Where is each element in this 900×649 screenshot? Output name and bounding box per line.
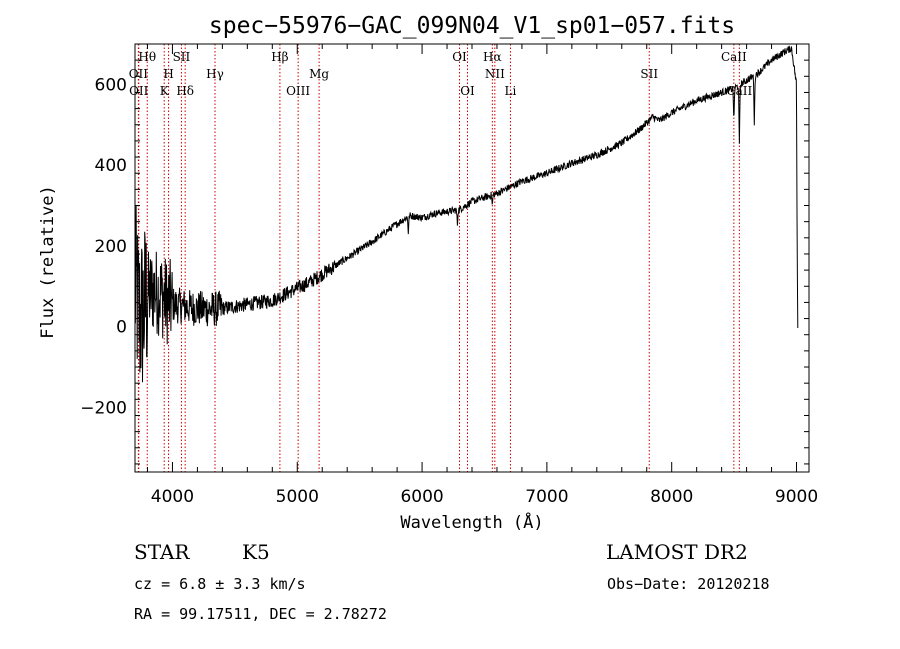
y-tick-label: −200 <box>80 398 127 418</box>
spectral-line-label: OII <box>129 84 149 98</box>
survey-name: LAMOST DR2 <box>606 540 748 564</box>
y-axis-label: Flux (relative) <box>38 185 58 339</box>
chart-title: spec−55976−GAC_099N04_V1_sp01−057.fits <box>209 13 735 39</box>
spectral-line-label: Hθ <box>138 50 156 64</box>
plot-frame <box>134 43 810 473</box>
spectral-line-label: Li <box>505 84 517 98</box>
spectral-line-label: CaII <box>726 84 752 98</box>
spectral-line-label: Hγ <box>206 67 224 81</box>
x-tick-label: 9000 <box>775 487 818 507</box>
spectral-line-label: H <box>163 67 173 81</box>
y-tick-label: 600 <box>95 75 127 95</box>
x-tick-label: 6000 <box>400 487 443 507</box>
spectral-line-label: Hδ <box>176 84 194 98</box>
x-tick-label: 5000 <box>276 487 319 507</box>
coordinates-text: RA = 99.17511, DEC = 2.78272 <box>134 605 387 623</box>
y-tick-label: 400 <box>95 156 127 176</box>
redshift-text: cz = 6.8 ± 3.3 km/s <box>134 575 306 593</box>
spectral-line-label: NII <box>485 67 505 81</box>
spectrum-line <box>134 45 799 383</box>
axis-tick-labels: 4000 5000 6000 7000 8000 9000 −200 0 200 400 600 <box>80 75 818 507</box>
spectral-line-label: Hβ <box>271 50 288 64</box>
object-class: STAR <box>134 540 190 564</box>
x-tick-label: 7000 <box>525 487 568 507</box>
spectral-line-label: OI <box>452 50 467 64</box>
obs-date-text: Obs−Date: 20120218 <box>607 575 770 593</box>
x-axis-label: Wavelength (Å) <box>400 511 543 533</box>
spectral-line-label: K <box>160 84 170 98</box>
spectral-line-markers <box>137 44 740 472</box>
spectral-line-label: CaII <box>721 50 747 64</box>
spectral-line-label: Mg <box>309 67 329 81</box>
x-tick-label: 8000 <box>650 487 693 507</box>
y-tick-label: 0 <box>116 318 127 338</box>
spectral-line-label: OII <box>129 67 149 81</box>
spectral-line-label: SII <box>640 67 658 81</box>
subclass: K5 <box>242 540 270 564</box>
spectral-line-label: SII <box>173 50 191 64</box>
spectral-line-label: OI <box>460 84 475 98</box>
axis-ticks <box>135 43 809 472</box>
spectral-line-label: OIII <box>286 84 310 98</box>
y-tick-label: 200 <box>95 237 127 257</box>
spectral-line-label: Hα <box>483 50 502 64</box>
x-tick-label: 4000 <box>151 487 194 507</box>
